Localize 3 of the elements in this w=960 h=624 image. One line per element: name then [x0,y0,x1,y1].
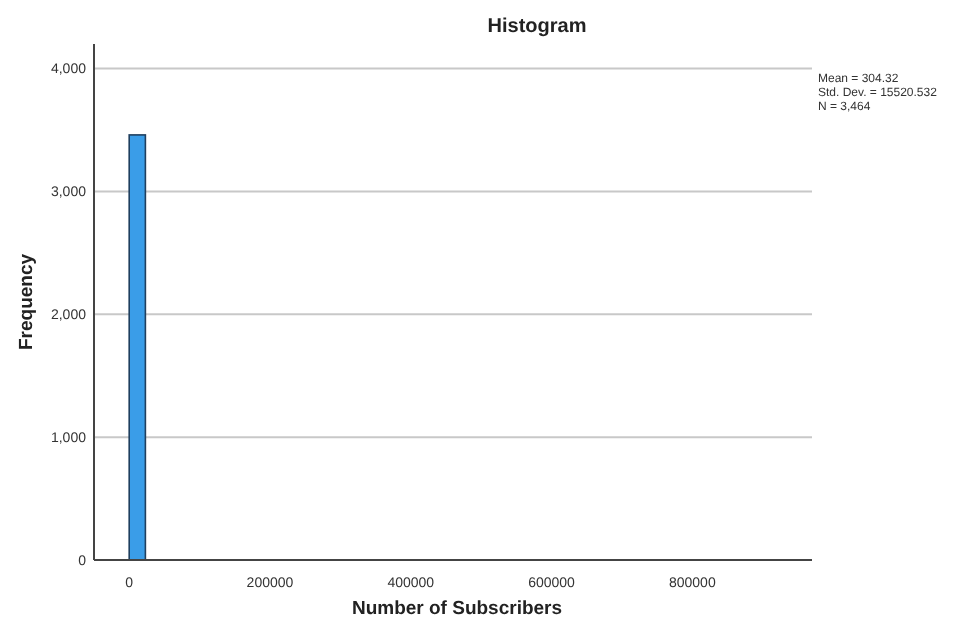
y-axis-title: Frequency [16,252,38,351]
x-axis-title: Number of Subscribers [351,598,563,620]
chart-title: Histogram [487,16,587,38]
